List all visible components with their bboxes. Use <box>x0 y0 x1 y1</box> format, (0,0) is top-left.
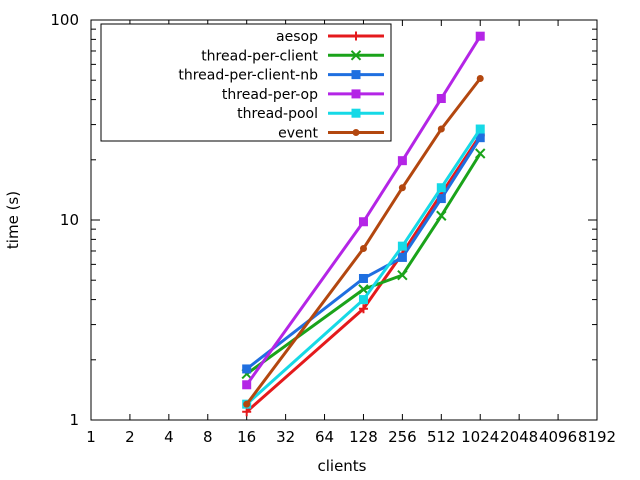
x-tick-label: 128 <box>349 428 378 446</box>
data-point <box>475 148 486 159</box>
data-point <box>358 217 368 227</box>
data-point <box>436 94 446 104</box>
x-tick-label: 2 <box>125 428 135 446</box>
data-point <box>242 364 252 374</box>
legend-marker <box>350 50 362 61</box>
data-point <box>475 31 485 41</box>
data-point <box>476 74 484 82</box>
series-3 <box>242 31 485 390</box>
data-point <box>436 210 447 221</box>
x-tick-label: 32 <box>276 428 295 446</box>
series-4 <box>242 124 485 409</box>
y-tick-label: 100 <box>50 11 79 29</box>
data-point <box>437 125 445 133</box>
data-point <box>398 184 406 192</box>
legend-entry: thread-per-client <box>201 48 384 64</box>
data-point <box>397 241 407 251</box>
data-point <box>475 133 485 143</box>
data-point <box>436 183 446 193</box>
legend-entry: thread-per-client-nb <box>178 68 384 84</box>
series-line <box>245 134 482 413</box>
x-axis-label: clients <box>317 457 366 475</box>
x-tick-label: 2048 <box>500 428 538 446</box>
x-tick-label: 1024 <box>461 428 499 446</box>
y-tick-label: 10 <box>60 211 79 229</box>
data-point <box>397 252 407 262</box>
series-2 <box>242 133 485 374</box>
legend-marker <box>351 89 361 99</box>
data-point <box>436 194 446 204</box>
legend-entry: event <box>278 126 384 142</box>
legend-label: event <box>278 126 318 142</box>
legend-marker <box>351 31 361 41</box>
legend-entry: thread-per-op <box>222 87 384 103</box>
x-tick-label: 512 <box>427 428 456 446</box>
legend-marker <box>352 129 360 136</box>
data-point <box>397 156 407 166</box>
x-tick-label: 4096 <box>539 428 577 446</box>
data-point <box>358 304 368 314</box>
series-5 <box>243 74 484 408</box>
data-point <box>358 295 368 305</box>
series-line <box>245 128 482 406</box>
legend: aesop thread-per-client thread-per-client-… <box>100 23 392 142</box>
data-point <box>397 269 408 281</box>
legend-label: thread-per-client-nb <box>178 68 318 84</box>
series-0 <box>242 130 485 417</box>
data-point <box>359 245 367 253</box>
data-point <box>358 273 368 283</box>
legend-entry: thread-pool <box>237 106 384 122</box>
data-point <box>243 400 251 408</box>
x-tick-label: 4 <box>164 428 174 446</box>
data-point <box>475 124 485 134</box>
data-point <box>242 407 252 417</box>
legend-label: thread-pool <box>237 106 318 122</box>
y-axis-label: time (s) <box>4 191 22 249</box>
legend-box <box>100 23 392 142</box>
series-layer <box>241 31 486 417</box>
legend-marker <box>351 70 361 80</box>
x-tick-label: 16 <box>237 428 256 446</box>
tick-labels: 1 2 4 8 16 32 64 128 256 512 1024 2048 4096 8192 1 10 10… <box>50 11 616 446</box>
x-tick-label: 64 <box>315 428 334 446</box>
legend-label: aesop <box>276 29 318 45</box>
y-tick-label: 1 <box>69 411 79 429</box>
legend-label: thread-per-op <box>222 87 318 103</box>
x-tick-label: 256 <box>388 428 417 446</box>
x-tick-label: 8192 <box>578 428 616 446</box>
x-tick-label: 8 <box>203 428 213 446</box>
legend-label: thread-per-client <box>201 48 318 64</box>
data-point <box>358 284 369 295</box>
legend-marker <box>351 108 361 118</box>
data-point <box>242 380 252 390</box>
x-tick-label: 1 <box>86 428 96 446</box>
legend-entry: aesop <box>276 29 384 45</box>
